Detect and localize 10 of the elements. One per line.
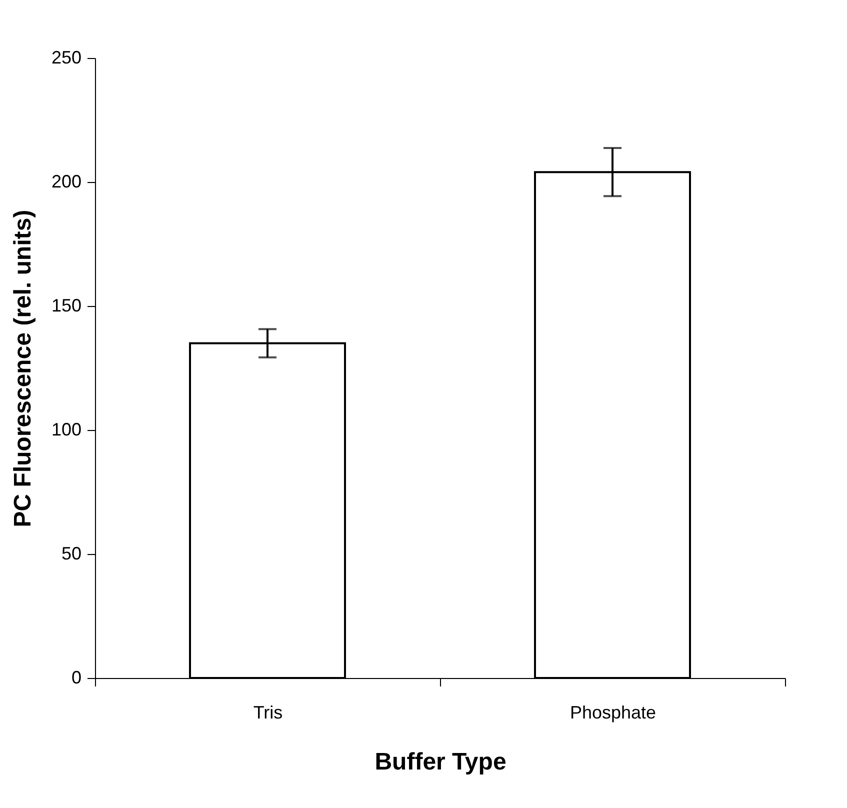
y-tick-label: 50 <box>61 544 82 564</box>
x-tick-label: Tris <box>253 702 283 722</box>
y-tick-label: 250 <box>51 48 82 68</box>
y-tick-label: 150 <box>51 296 82 316</box>
y-tick-label: 100 <box>51 420 82 440</box>
y-tick-label: 200 <box>51 172 82 192</box>
x-axis-title: Buffer Type <box>374 748 506 776</box>
y-tick-label: 0 <box>71 668 82 688</box>
x-tick-label: Phosphate <box>570 702 656 722</box>
y-axis-title: PC Fluorescence (rel. units) <box>9 210 36 528</box>
